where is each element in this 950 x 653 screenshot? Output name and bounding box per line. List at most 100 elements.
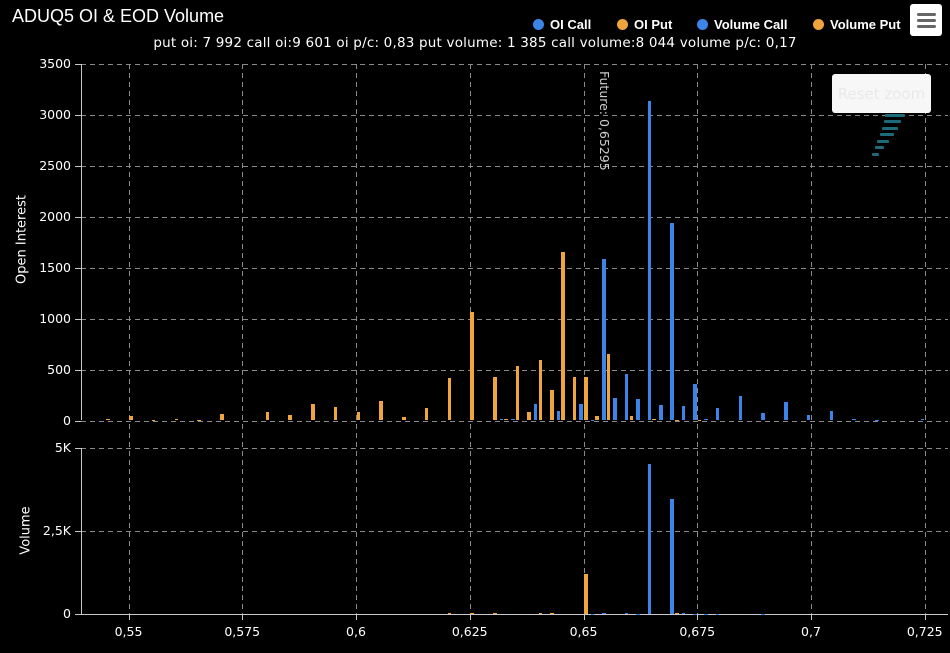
oi-put-bar[interactable]	[151, 419, 156, 421]
oi-call-bar[interactable]	[761, 413, 765, 421]
oi-put-bar[interactable]	[265, 411, 270, 421]
y-tick	[75, 448, 81, 449]
volume-call-bar[interactable]	[670, 499, 674, 614]
legend-item-volume-call[interactable]: Volume Call	[697, 17, 787, 32]
watermark-dash	[883, 120, 901, 123]
oi-put-bar[interactable]	[652, 419, 656, 421]
oi-put-bar[interactable]	[504, 419, 509, 421]
oi-put-bar[interactable]	[333, 407, 338, 421]
legend-item-label: Volume Call	[714, 17, 788, 32]
oi-put-bar[interactable]	[538, 359, 543, 421]
volume-put-bar[interactable]	[584, 573, 588, 614]
gridline-x-0,7	[811, 63, 812, 614]
oi-put-bar[interactable]	[675, 419, 679, 421]
y-tick-label: 500	[47, 361, 71, 377]
context-menu-button[interactable]	[910, 4, 942, 36]
gridline-y-0	[81, 420, 948, 422]
legend-item-oi-put[interactable]: OI Put	[617, 17, 672, 32]
oi-put-bar[interactable]	[493, 376, 497, 421]
volume-call-bar[interactable]	[647, 463, 652, 614]
volume-put-bar[interactable]	[470, 613, 474, 614]
x-tick-label: 0,6	[346, 624, 366, 639]
oi-put-bar[interactable]	[527, 412, 531, 421]
oi-call-bar[interactable]	[920, 419, 925, 421]
oi-call-bar[interactable]	[693, 383, 697, 421]
oi-put-bar[interactable]	[549, 389, 554, 421]
oi-put-bar[interactable]	[106, 419, 110, 421]
oi-call-bar[interactable]	[590, 419, 595, 421]
oi-call-bar[interactable]	[556, 411, 561, 421]
oi-call-bar[interactable]	[533, 404, 538, 421]
volume-put-bar[interactable]	[675, 613, 679, 614]
x-tick	[128, 614, 130, 620]
y-tick	[75, 318, 81, 320]
oi-put-bar[interactable]	[595, 415, 600, 421]
y-tick	[75, 531, 81, 532]
oi-put-bar[interactable]	[584, 377, 588, 421]
oi-put-bar[interactable]	[515, 366, 520, 421]
oi-put-bar[interactable]	[606, 354, 611, 421]
oi-put-bar[interactable]	[447, 378, 452, 421]
oi-put-bar[interactable]	[197, 419, 201, 421]
oi-put-bar[interactable]	[697, 419, 702, 421]
oi-put-bar[interactable]	[174, 418, 179, 421]
oi-call-bar[interactable]	[738, 395, 743, 421]
oi-put-bar[interactable]	[311, 404, 315, 421]
gridline-y-500	[81, 369, 948, 371]
legend-marker-icon	[617, 19, 628, 30]
volume-put-bar[interactable]	[493, 613, 497, 614]
volume-put-bar[interactable]	[538, 612, 543, 614]
reset-zoom-button[interactable]: Reset zoom	[832, 74, 931, 113]
oi-call-bar[interactable]	[852, 419, 856, 421]
oi-call-bar[interactable]	[613, 397, 618, 421]
oi-call-bar[interactable]	[636, 398, 640, 421]
x-tick	[583, 614, 585, 620]
oi-call-bar[interactable]	[704, 418, 709, 421]
volume-call-bar[interactable]	[681, 613, 686, 614]
oi-put-bar[interactable]	[572, 376, 577, 421]
oi-call-bar[interactable]	[647, 101, 652, 421]
oi-call-bar[interactable]	[658, 405, 663, 421]
oi-put-bar[interactable]	[470, 312, 474, 421]
oi-call-bar[interactable]	[511, 419, 515, 421]
oi-put-bar[interactable]	[561, 252, 565, 421]
legend-item-oi-call[interactable]: OI Call	[533, 17, 591, 32]
legend-item-volume-put[interactable]: Volume Put	[813, 17, 901, 32]
oi-call-bar[interactable]	[715, 407, 720, 421]
volume-put-bar[interactable]	[447, 613, 452, 614]
y-tick	[75, 420, 81, 422]
x-tick	[242, 614, 244, 620]
volume-call-bar[interactable]	[602, 613, 606, 614]
oi-call-bar[interactable]	[829, 411, 834, 421]
volume-call-bar[interactable]	[624, 613, 629, 614]
future-line-label: Future: 0,65295	[596, 71, 612, 171]
gridline-y-2,5K	[81, 531, 948, 532]
x-tick	[924, 614, 926, 620]
oi-put-bar[interactable]	[424, 407, 429, 421]
oi-call-bar[interactable]	[681, 406, 686, 421]
oi-call-bar[interactable]	[602, 259, 606, 421]
oi-put-bar[interactable]	[402, 417, 406, 421]
oi-call-bar[interactable]	[806, 414, 811, 421]
oi-call-bar[interactable]	[624, 373, 629, 421]
oi-call-bar[interactable]	[784, 401, 788, 421]
gridline-x-0,55	[128, 63, 130, 614]
gridline-y-2000	[81, 216, 948, 218]
y-tick-label: 1500	[39, 259, 71, 275]
x-axis-line	[81, 614, 948, 615]
oi-call-bar[interactable]	[499, 419, 504, 421]
oi-call-bar[interactable]	[875, 419, 879, 421]
oi-call-bar[interactable]	[579, 403, 583, 421]
watermark-dash	[885, 113, 905, 117]
oi-put-bar[interactable]	[220, 413, 224, 421]
oi-put-bar[interactable]	[129, 416, 133, 421]
y-tick	[75, 165, 81, 167]
oi-put-bar[interactable]	[629, 416, 634, 421]
volume-put-bar[interactable]	[549, 613, 554, 614]
oi-put-bar[interactable]	[288, 414, 292, 421]
oi-put-bar[interactable]	[379, 401, 383, 421]
y-tick	[75, 63, 81, 65]
oi-put-bar[interactable]	[356, 411, 361, 421]
oi-call-bar[interactable]	[670, 222, 674, 421]
